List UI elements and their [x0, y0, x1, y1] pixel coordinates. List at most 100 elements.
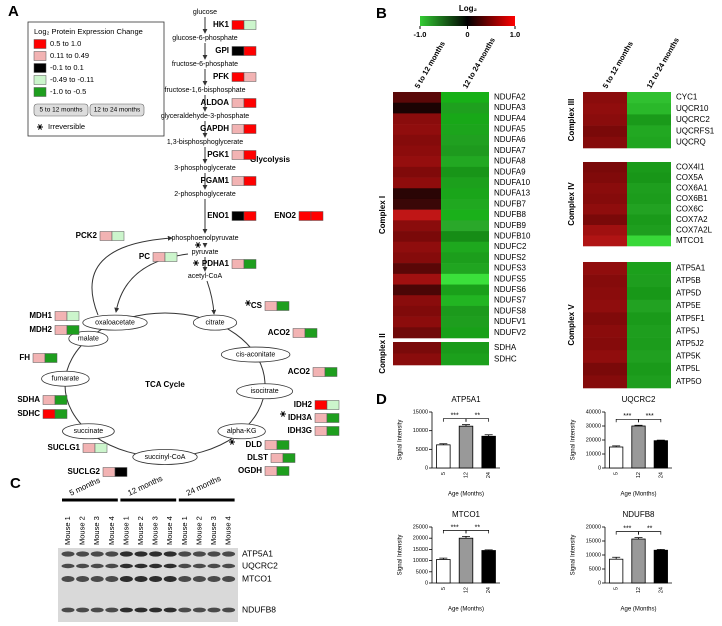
legend-swatch — [33, 51, 47, 61]
heatmap-cell — [583, 193, 627, 205]
heatmap-cell — [583, 136, 627, 149]
legend-box — [27, 21, 165, 137]
enzyme: PGAM1 — [201, 176, 230, 185]
blot-band — [192, 563, 206, 569]
significance-label: *** — [623, 525, 631, 532]
enzyme-change-box — [243, 72, 257, 82]
y-tick-label: 15000 — [586, 538, 601, 544]
gene-label: UQCRC2 — [676, 115, 710, 124]
enzyme-change-box — [292, 328, 306, 338]
band-label: NDUFB8 — [242, 604, 276, 614]
y-tick-label: 30000 — [586, 423, 601, 429]
enzyme: PC — [139, 252, 150, 261]
tca-node-label: succinate — [74, 428, 104, 435]
enzyme: SDHC — [17, 409, 40, 418]
lane-label: Mouse 1 — [180, 516, 189, 545]
gene-label: NDUFS7 — [494, 296, 527, 305]
blot-band — [61, 607, 75, 613]
blot-band — [61, 563, 75, 569]
enzyme: MDH1 — [29, 311, 52, 320]
blot-band — [163, 563, 177, 569]
gene-label: ATP5J — [676, 326, 699, 335]
enzyme: IDH3A — [288, 413, 312, 422]
irreversible-star — [38, 124, 42, 130]
enzyme-change-box — [298, 211, 312, 221]
significance-label: *** — [623, 413, 631, 420]
heatmap-cell — [441, 166, 489, 178]
heatmap-cell — [441, 177, 489, 189]
legend-label: -0.49 to -0.11 — [50, 75, 94, 84]
legend-column-label: 5 to 12 months — [40, 107, 84, 114]
gene-label: SDHA — [494, 343, 517, 352]
y-tick-label: 0 — [598, 465, 601, 471]
heatmap-cell — [583, 274, 627, 288]
blot-band — [76, 551, 90, 557]
bar — [458, 425, 474, 469]
enzyme-change-box — [54, 311, 68, 321]
group-label: 12 months — [126, 474, 164, 498]
heatmap-cell — [583, 225, 627, 236]
irreversible-star — [230, 439, 234, 445]
enzyme: ACO2 — [268, 328, 291, 337]
heatmap-cell — [627, 172, 671, 184]
tca-node — [217, 423, 266, 440]
irreversible-star — [194, 260, 198, 266]
heatmap-cell — [583, 287, 627, 301]
enzyme: PFK — [213, 72, 229, 81]
tca-node-label: cis-aconitate — [236, 351, 275, 358]
band-label: MTCO1 — [242, 573, 272, 583]
heatmap-cell — [441, 188, 489, 200]
heatmap-cell — [393, 327, 441, 339]
metabolite: pyruvate — [192, 249, 219, 256]
heatmap-cell — [583, 350, 627, 364]
legend-column-box — [33, 103, 89, 117]
heatmap-cell — [441, 124, 489, 136]
metabolite: 1,3-bisphosphoglycerate — [167, 139, 243, 146]
gene-label: NDUFS8 — [494, 306, 527, 315]
x-tick-label: 24 — [658, 587, 664, 593]
lane-label: Mouse 2 — [78, 516, 87, 545]
enzyme-change-box — [276, 440, 290, 450]
blot-band — [134, 576, 148, 582]
heatmap-cell — [583, 114, 627, 126]
heatmap-cell — [583, 337, 627, 351]
blot-band — [207, 607, 221, 613]
gene-label: ATP5O — [676, 377, 702, 386]
x-tick-label: 5 — [614, 472, 620, 475]
blot-band — [119, 551, 133, 557]
metabolite: 3-phosphoglycerate — [174, 165, 236, 172]
chart-title: NDUFB8 — [622, 510, 655, 519]
tca-node — [236, 383, 294, 400]
y-tick-label: 10000 — [413, 558, 428, 564]
heatmap-cell — [583, 312, 627, 326]
heatmap-cell — [393, 231, 441, 243]
heatmap-cell — [441, 220, 489, 232]
enzyme: SUCLG1 — [48, 443, 81, 452]
blot-band — [76, 563, 90, 569]
enzyme: PCK2 — [76, 231, 98, 240]
gene-label: COX6C — [676, 204, 704, 213]
x-tick-label: 12 — [636, 472, 642, 478]
chart-title: MTCO1 — [452, 510, 481, 519]
heatmap-cell — [441, 92, 489, 103]
gene-label: NDUFA13 — [494, 189, 531, 198]
significance-label: *** — [451, 413, 459, 420]
error-bar — [439, 557, 448, 560]
y-axis-label: Signal Intensity — [571, 420, 577, 461]
y-axis-label: Signal Intensity — [398, 535, 404, 576]
enzyme-change-box — [243, 124, 257, 134]
enzyme-change-box — [243, 150, 257, 160]
legend-label: -1.0 to -0.5 — [50, 87, 86, 96]
heatmap-cell — [627, 362, 671, 376]
gene-label: NDUFA6 — [494, 135, 526, 144]
gene-label: COX7A2 — [676, 215, 708, 224]
complex-label: Complex IV — [567, 182, 576, 226]
heatmap-cell — [583, 362, 627, 376]
blot-band — [134, 563, 148, 569]
enzyme-change-box — [66, 311, 80, 321]
y-tick-label: 40000 — [586, 409, 601, 415]
gene-label: COX6B1 — [676, 194, 708, 203]
error-bar — [462, 536, 470, 539]
significance-label: *** — [646, 413, 654, 420]
blot-band — [178, 607, 192, 613]
